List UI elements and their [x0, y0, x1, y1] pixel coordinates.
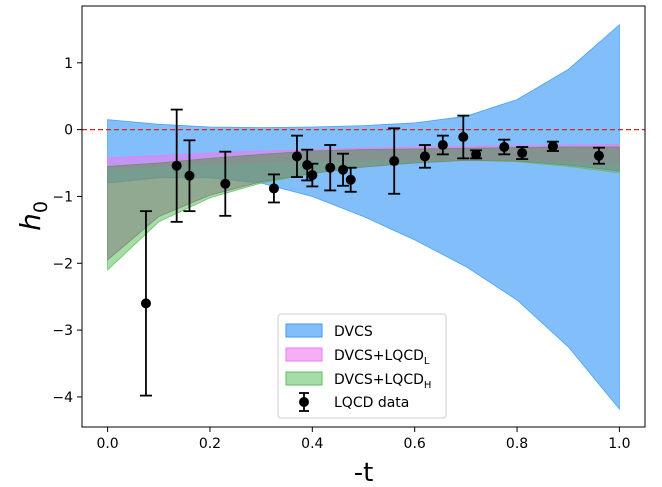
data-marker [184, 170, 195, 181]
data-marker [338, 164, 349, 175]
svg-text:h0: h0 [14, 201, 52, 231]
data-point-15 [457, 114, 470, 160]
x-tick-label: 0.4 [301, 436, 323, 452]
data-point-7 [301, 148, 314, 182]
legend-swatch-2 [285, 347, 323, 362]
data-point-11 [344, 166, 357, 193]
data-marker [171, 160, 182, 171]
data-point-6 [290, 134, 303, 178]
data-marker [325, 162, 336, 173]
legend-swatch-1 [285, 323, 323, 338]
data-marker [220, 178, 231, 189]
y-tick-label: −3 [52, 323, 73, 339]
y-axis-label-sub: 0 [30, 201, 52, 213]
data-point-8 [306, 162, 319, 188]
data-marker [437, 139, 448, 150]
y-tick-label: −1 [52, 189, 73, 205]
legend-swatch-3 [285, 371, 323, 386]
y-tick-label: 0 [64, 123, 73, 139]
data-marker [593, 150, 604, 161]
data-point-17 [498, 138, 511, 156]
x-tick-label: 0.6 [404, 436, 426, 452]
data-marker [345, 174, 356, 185]
data-point-16 [470, 149, 483, 160]
data-point-5 [267, 173, 280, 204]
data-point-12 [388, 127, 401, 195]
data-marker [547, 141, 558, 152]
data-point-18 [516, 146, 529, 160]
data-point-4 [219, 150, 232, 217]
legend-marker [299, 397, 309, 407]
data-point-19 [546, 140, 559, 152]
data-marker [307, 170, 318, 181]
data-marker [389, 156, 400, 167]
data-marker [499, 142, 510, 153]
y-tick-label: −4 [52, 390, 73, 406]
legend: DVCS DVCS+LQCDL DVCS+LQCDH LQCD data [277, 313, 447, 419]
data-marker [419, 151, 430, 162]
data-marker [268, 183, 279, 194]
data-point-layer [139, 108, 605, 397]
x-tick-label: 0.0 [96, 436, 118, 452]
data-point-13 [418, 144, 431, 169]
data-marker [291, 151, 302, 162]
y-axis: 1 0 −1 −2 −3 −4 [52, 56, 82, 406]
legend-label-2: DVCS+LQCDL [334, 348, 430, 367]
legend-box [277, 313, 447, 419]
x-axis-label: -t [354, 458, 374, 487]
plot-frame [81, 5, 646, 428]
data-point-2 [170, 108, 183, 223]
data-point-10 [337, 152, 350, 187]
data-marker [471, 149, 482, 160]
x-tick-label: 0.8 [506, 436, 528, 452]
y-axis-label: h0 [14, 201, 52, 231]
x-tick-label: 1.0 [608, 436, 630, 452]
data-point-14 [436, 134, 449, 156]
data-marker [517, 148, 528, 159]
band-layer [107, 23, 620, 411]
y-tick-label: −2 [52, 256, 73, 272]
x-axis: 0.0 0.2 0.4 0.6 0.8 1.0 [96, 427, 631, 452]
x-tick-label: 0.2 [199, 436, 221, 452]
y-tick-label: 1 [64, 56, 73, 72]
legend-label-lqcd-data: LQCD data [334, 395, 409, 411]
data-point-9 [324, 144, 337, 192]
legend-label-1: DVCS [334, 324, 373, 340]
data-marker [140, 298, 151, 309]
data-point-20 [592, 146, 605, 165]
legend-label-3: DVCS+LQCDH [334, 372, 431, 391]
data-point-1 [139, 210, 152, 397]
y-axis-label-base: h [14, 213, 47, 231]
data-marker [302, 160, 313, 171]
data-point-3 [183, 139, 196, 213]
data-marker [458, 131, 469, 142]
